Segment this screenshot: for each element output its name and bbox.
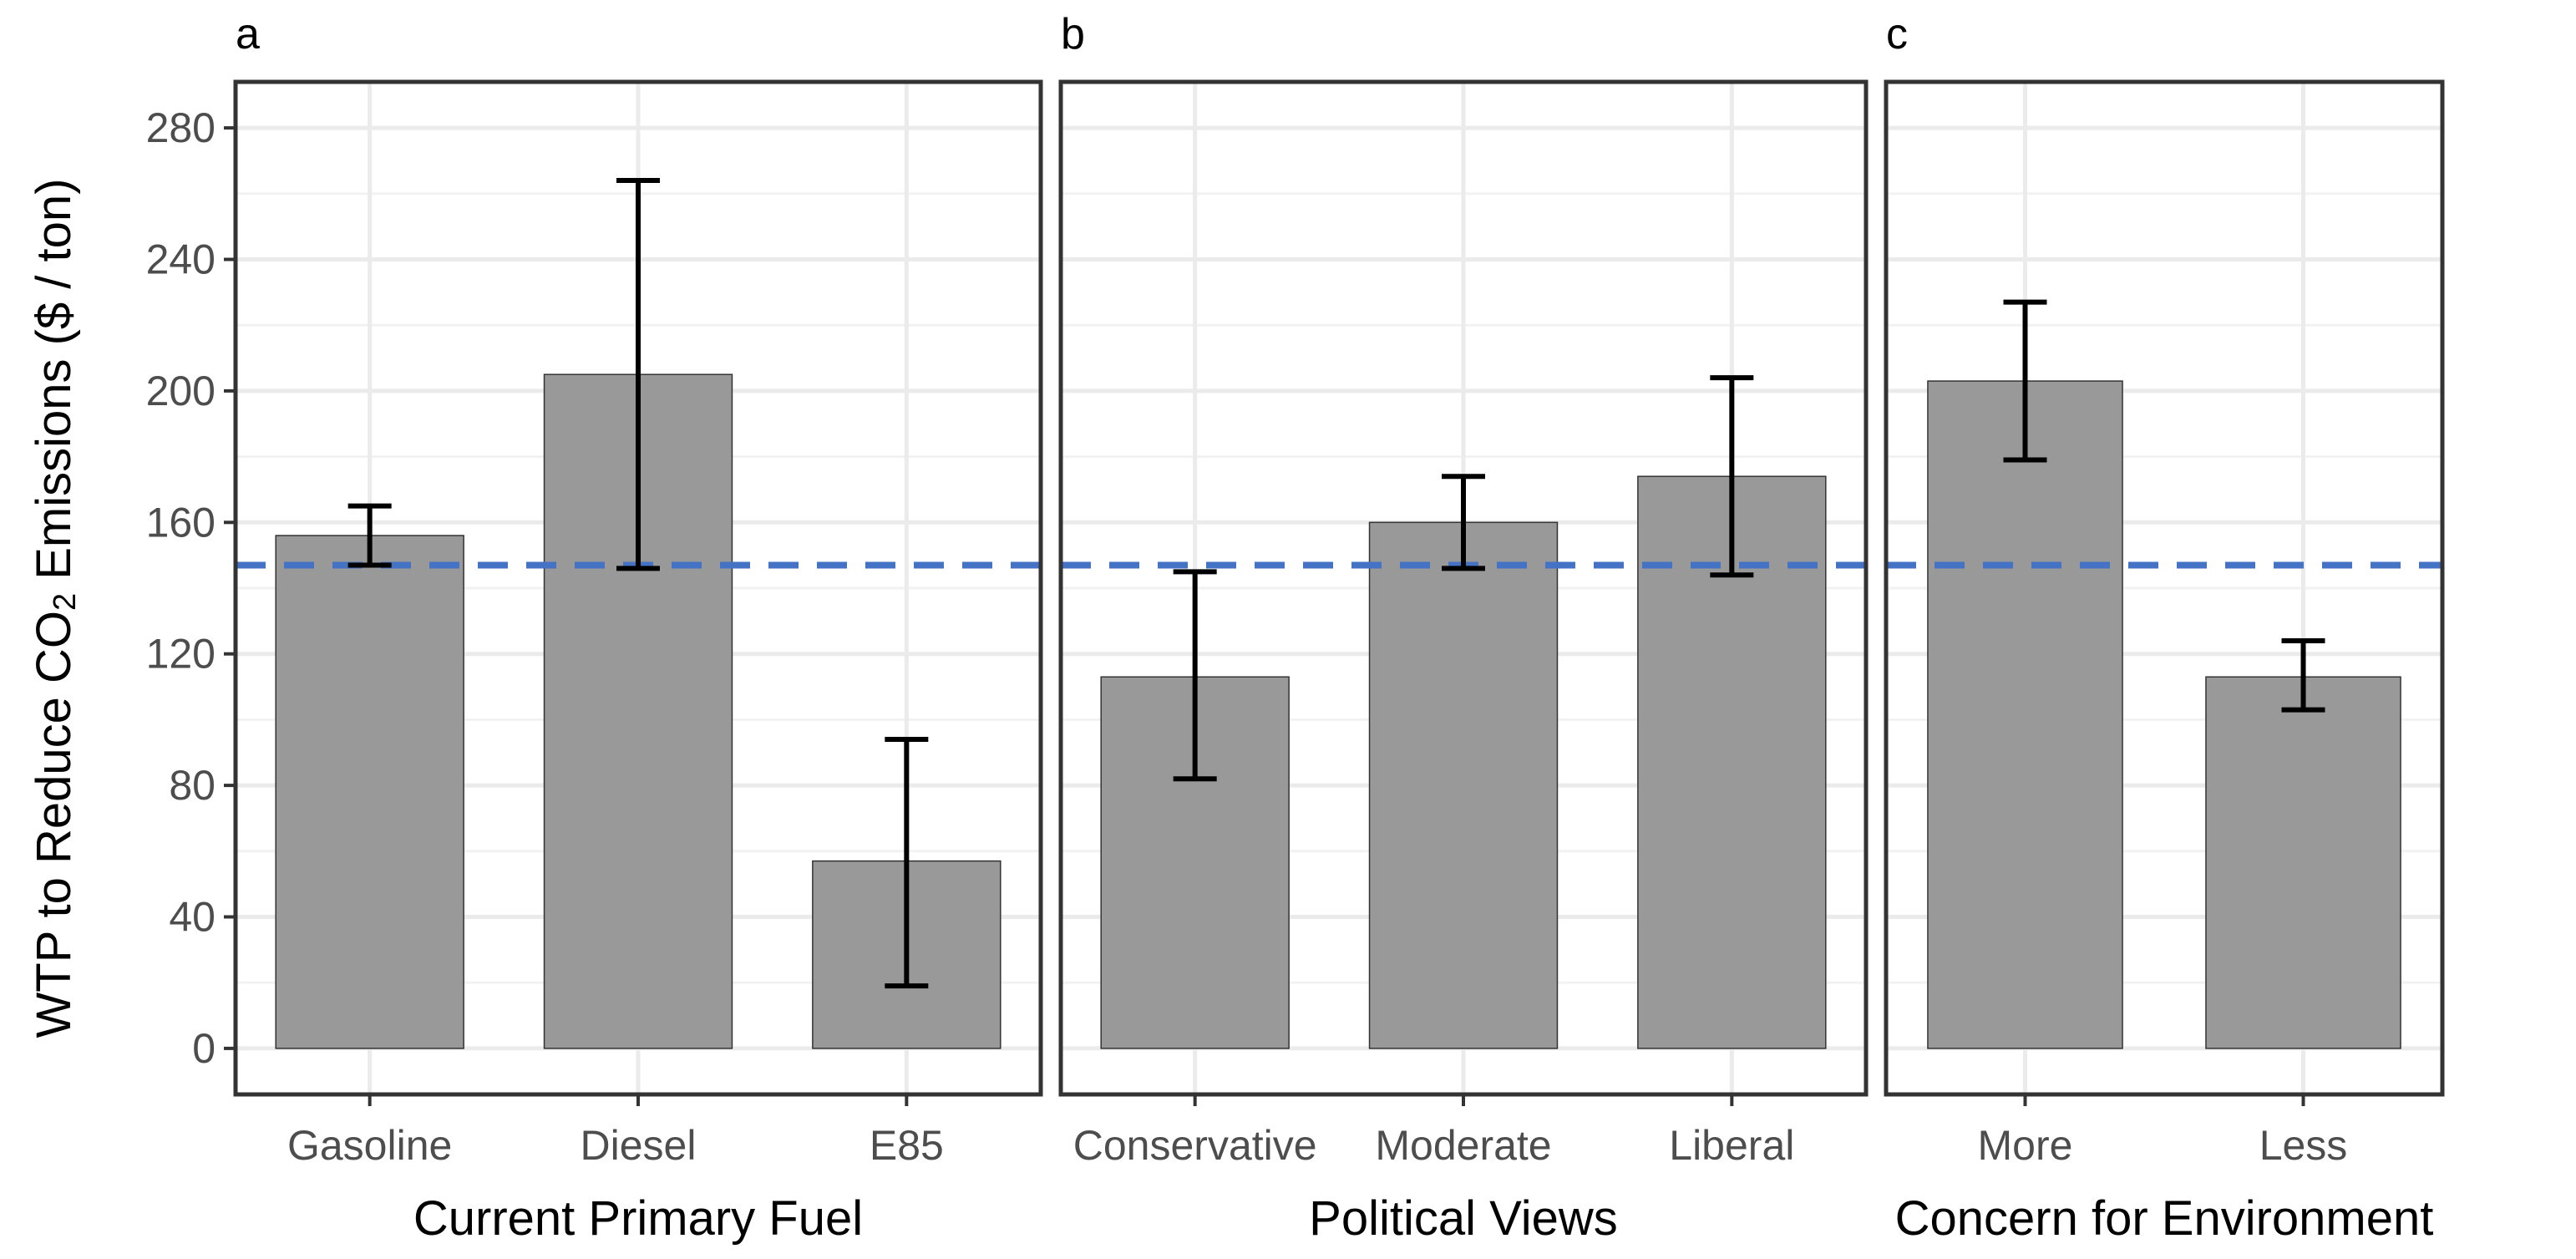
labels-layer: Gasoline Diesel E85 a Current Primary Fuel Co… [146, 10, 2434, 1246]
y-tick-label: 0 [192, 1025, 216, 1072]
y-tick-label: 80 [169, 762, 216, 809]
panel-frames-layer [224, 79, 2445, 1106]
y-axis-title-part-2: Emissions ($ / ton) [27, 179, 81, 593]
x-tick-label-e85: E85 [870, 1122, 944, 1169]
error-bars-layer [347, 178, 2325, 989]
y-tick-label: 160 [146, 499, 216, 546]
panel-border [1058, 79, 1869, 1097]
y-axis-title-part-1: WTP to Reduce CO [27, 611, 81, 1038]
y-tick-label: 120 [146, 631, 216, 678]
x-axis-title: Political Views [1309, 1191, 1618, 1246]
bar-gasoline [275, 535, 464, 1049]
y-tick-label: 280 [146, 104, 216, 151]
panel-tag-a: a [236, 10, 260, 58]
y-tick-label: 40 [169, 894, 216, 941]
x-axis-title: Current Primary Fuel [413, 1191, 863, 1246]
panel-tag-c: c [1886, 10, 1908, 58]
bar-less [2205, 676, 2401, 1049]
panel-border [1884, 79, 2445, 1097]
x-tick-label-less: Less [2259, 1122, 2348, 1169]
panel-border [233, 79, 1043, 1097]
x-tick-label-conservative: Conservative [1073, 1122, 1317, 1169]
x-tick-label-more: More [1978, 1122, 2073, 1169]
y-axis-title-subscript: 2 [48, 593, 83, 611]
y-tick-label: 200 [146, 368, 216, 414]
x-axis-title: Concern for Environment [1895, 1191, 2434, 1246]
y-tick-label: 240 [146, 236, 216, 282]
bars-layer [275, 373, 2401, 1049]
x-tick-label-liberal: Liberal [1669, 1122, 1794, 1169]
y-axis-title: WTP to Reduce CO2 Emissions ($ / ton) [27, 179, 84, 1038]
x-tick-label-gasoline: Gasoline [287, 1122, 452, 1169]
x-tick-label-diesel: Diesel [581, 1122, 697, 1169]
panel-tag-b: b [1061, 10, 1085, 58]
bar-more [1927, 380, 2123, 1049]
bar-moderate [1368, 521, 1559, 1049]
x-tick-label-moderate: Moderate [1375, 1122, 1551, 1169]
